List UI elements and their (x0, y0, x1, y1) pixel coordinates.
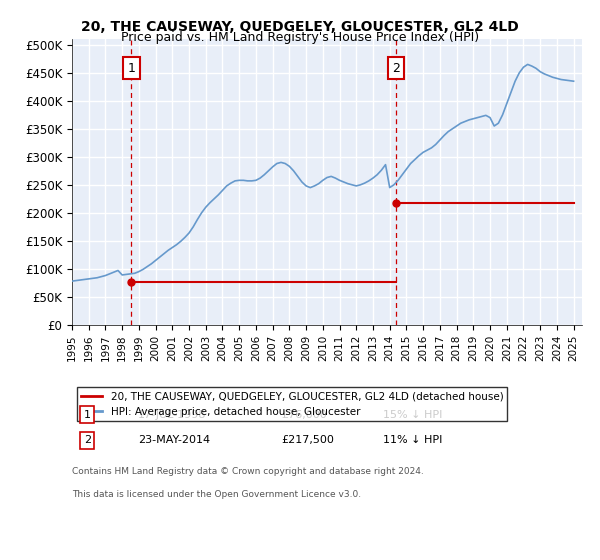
Text: This data is licensed under the Open Government Licence v3.0.: This data is licensed under the Open Gov… (72, 490, 361, 499)
Text: 23-MAY-2014: 23-MAY-2014 (139, 436, 211, 445)
Text: 1: 1 (127, 62, 135, 75)
Text: 15% ↓ HPI: 15% ↓ HPI (383, 410, 442, 420)
Legend: 20, THE CAUSEWAY, QUEDGELEY, GLOUCESTER, GL2 4LD (detached house), HPI: Average : 20, THE CAUSEWAY, QUEDGELEY, GLOUCESTER,… (77, 387, 508, 421)
Text: 1: 1 (84, 410, 91, 420)
Text: Price paid vs. HM Land Registry's House Price Index (HPI): Price paid vs. HM Land Registry's House … (121, 31, 479, 44)
Text: 2: 2 (84, 436, 91, 445)
Text: 17-JUL-1998: 17-JUL-1998 (139, 410, 207, 420)
Text: £76,000: £76,000 (281, 410, 327, 420)
Text: 2: 2 (392, 62, 400, 75)
Text: 20, THE CAUSEWAY, QUEDGELEY, GLOUCESTER, GL2 4LD: 20, THE CAUSEWAY, QUEDGELEY, GLOUCESTER,… (81, 20, 519, 34)
Text: 11% ↓ HPI: 11% ↓ HPI (383, 436, 442, 445)
Text: Contains HM Land Registry data © Crown copyright and database right 2024.: Contains HM Land Registry data © Crown c… (72, 468, 424, 477)
Text: £217,500: £217,500 (281, 436, 334, 445)
